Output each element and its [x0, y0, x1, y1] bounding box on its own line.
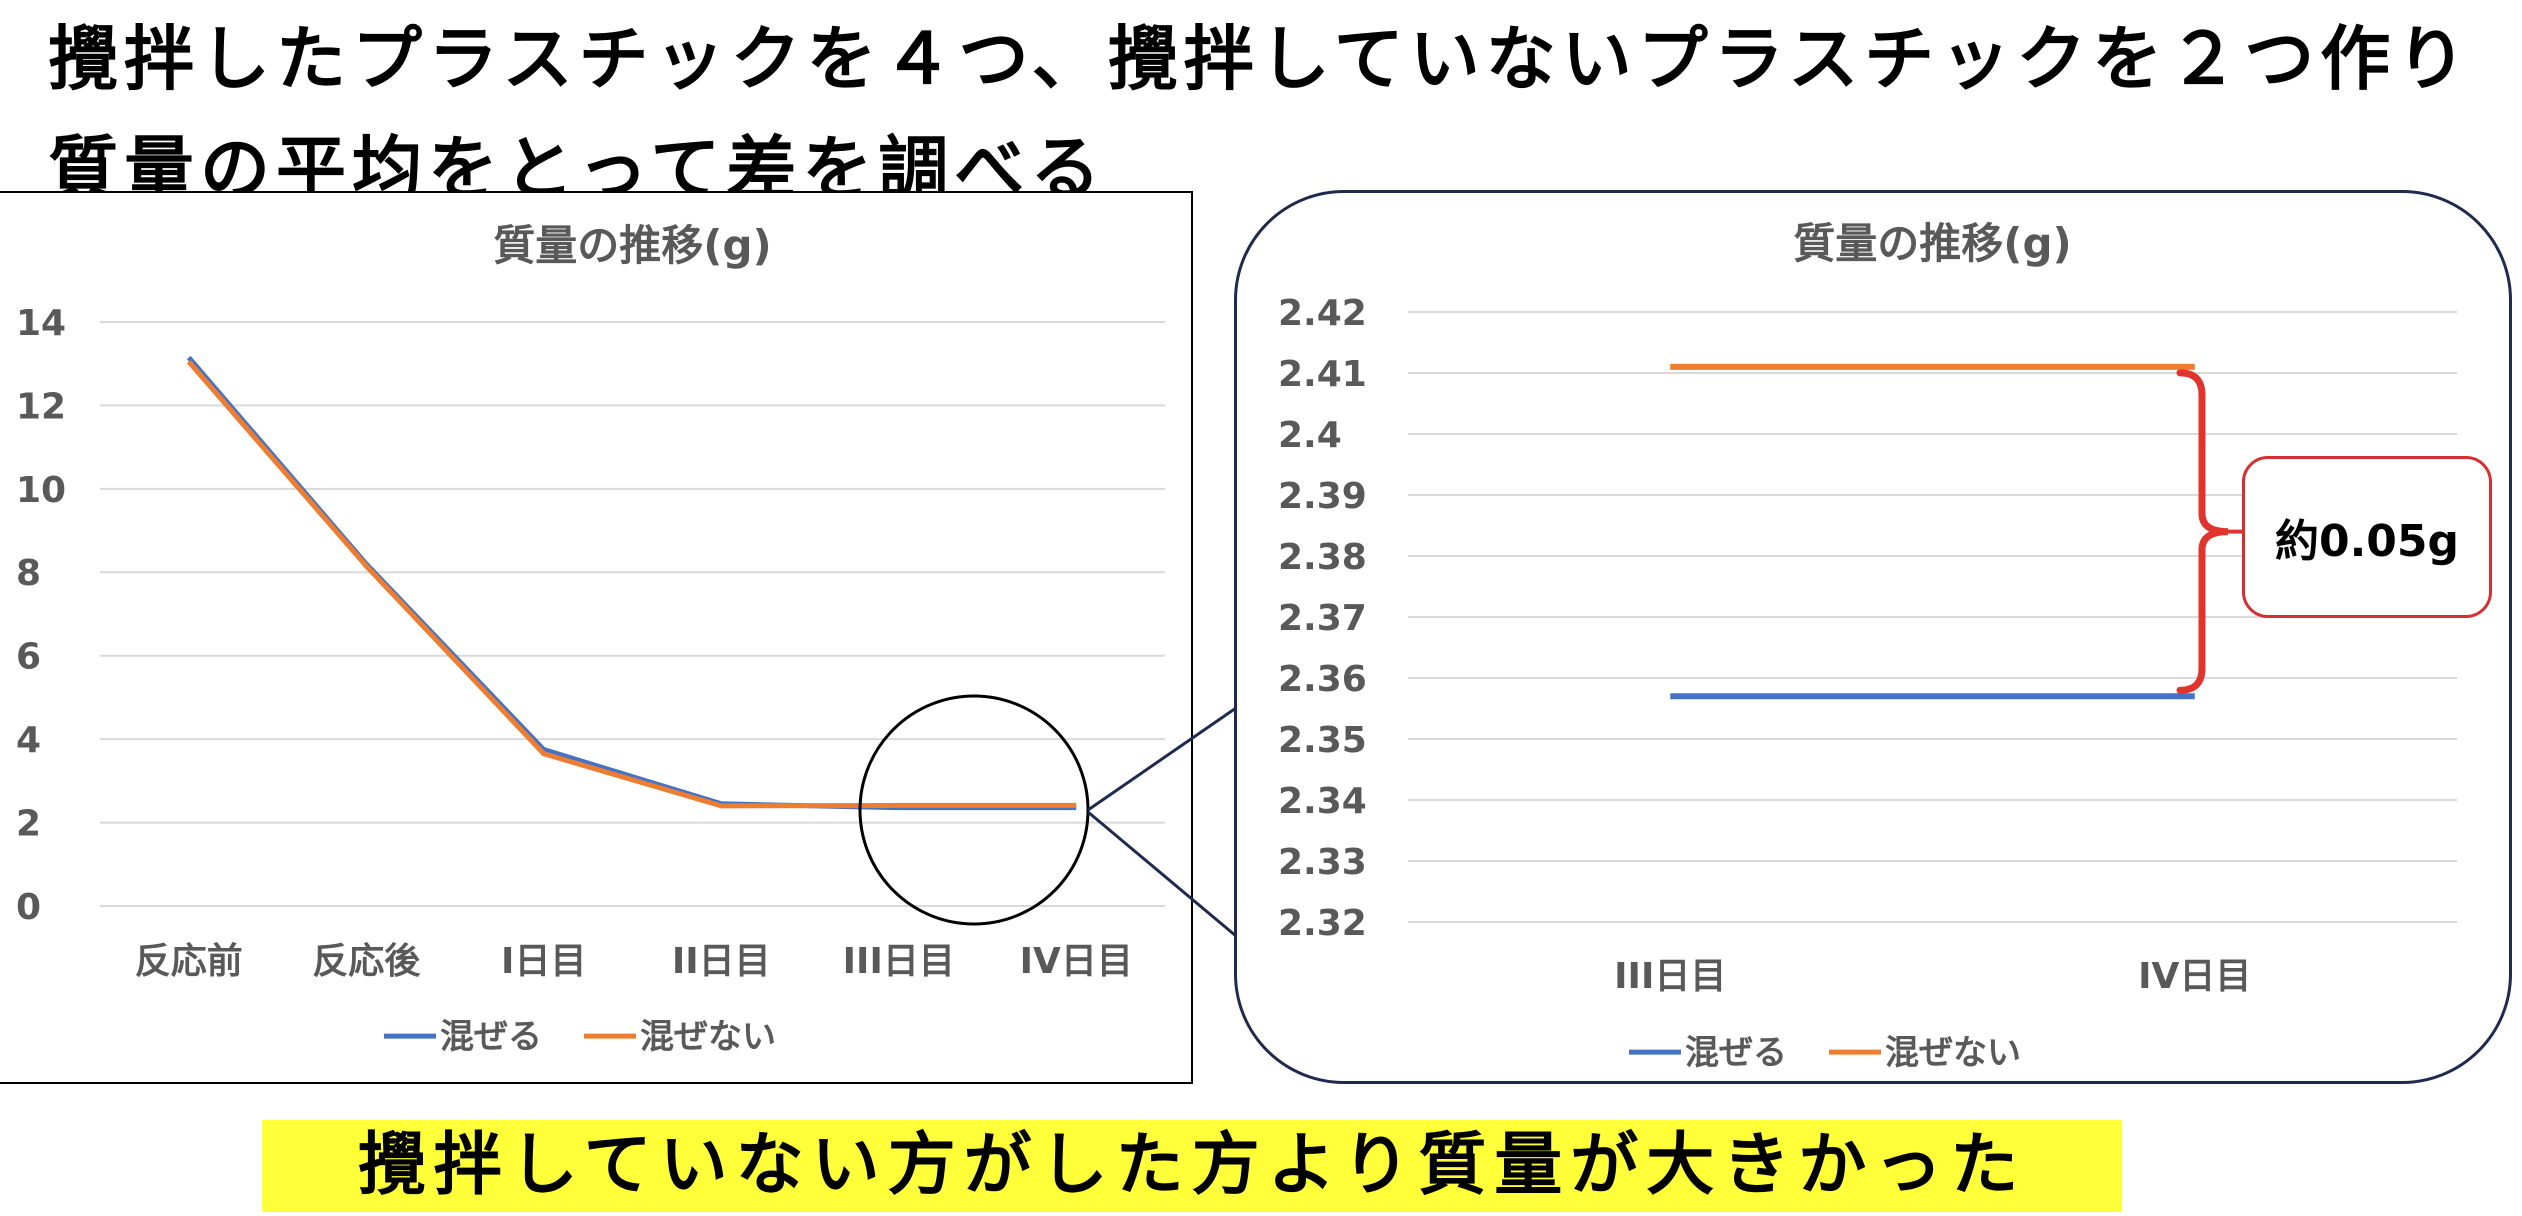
conclusion-text: 攪拌していない方がした方より質量が大きかった [357, 1126, 2027, 1205]
conclusion-banner: 攪拌していない方がした方より質量が大きかった [262, 1120, 2122, 1212]
y-tick-label: 0 [16, 887, 41, 928]
legend-label: 混ぜる [440, 1017, 542, 1057]
difference-bracket [2176, 369, 2229, 694]
y-tick-label: 2.33 [1278, 842, 1367, 883]
y-tick-label: 2.38 [1278, 537, 1367, 578]
y-tick-label: 8 [16, 553, 41, 594]
y-tick-label: 2.41 [1278, 354, 1367, 395]
difference-callout: 約0.05g [2242, 456, 2492, 618]
y-tick-label: 10 [16, 470, 66, 511]
zoom-connector-bottom [1087, 810, 1237, 938]
headline-line-1: 攪拌したプラスチックを４つ、攪拌していないプラスチックを２つ作り [48, 18, 2473, 100]
y-tick-label: 2.36 [1278, 659, 1367, 700]
x-tick-label: IV日目 [1020, 941, 1133, 982]
series-line-1 [186, 355, 1077, 811]
legend-label: 混ぜない [1885, 1033, 2021, 1073]
x-tick-label: IV日目 [2138, 956, 2251, 997]
y-tick-label: 4 [16, 720, 41, 761]
x-tick-label: 反応前 [135, 941, 243, 982]
y-tick-label: 2.37 [1278, 598, 1367, 639]
y-tick-label: 2.35 [1278, 720, 1367, 761]
y-tick-label: 12 [16, 386, 66, 427]
legend-label: 混ぜる [1685, 1033, 1787, 1073]
chart-title: 質量の推移(g) [493, 221, 771, 270]
chart-title: 質量の推移(g) [1793, 219, 2071, 268]
y-tick-label: 2.39 [1278, 476, 1367, 517]
y-tick-label: 2.32 [1278, 903, 1367, 944]
x-tick-label: I日目 [501, 941, 586, 982]
difference-callout-label: 約0.05g [2274, 516, 2460, 567]
x-tick-label: III日目 [1614, 956, 1726, 997]
overview-chart-panel [0, 191, 1193, 1084]
zoom-annotations [858, 369, 2244, 938]
y-tick-label: 2.4 [1278, 415, 1342, 456]
overview-chart: 質量の推移(g) 0 2 4 6 8 10 12 14 反応前 反応後 I日目 II日目 III日目 IV日… [16, 221, 1165, 1057]
x-tick-label: 反応後 [312, 941, 421, 982]
zoom-chart: 質量の推移(g) 2.32 2.33 2.34 2.35 2.36 2.37 2.38 2.39… [1278, 219, 2457, 1073]
series-line-2 [186, 359, 1077, 809]
y-tick-label: 6 [16, 637, 41, 678]
legend-label: 混ぜない [640, 1017, 776, 1057]
y-tick-label: 14 [16, 303, 66, 344]
y-tick-label: 2.34 [1278, 781, 1367, 822]
y-tick-label: 2.42 [1278, 293, 1367, 334]
x-tick-label: III日目 [843, 941, 955, 982]
x-tick-label: II日目 [672, 941, 771, 982]
headline: 攪拌したプラスチックを４つ、攪拌していないプラスチックを２つ作り 質量の平均をと… [48, 4, 2508, 224]
zoom-chart-panel [1234, 190, 2512, 1084]
y-tick-label: 2 [16, 804, 41, 845]
zoom-connector-top [1087, 706, 1237, 812]
